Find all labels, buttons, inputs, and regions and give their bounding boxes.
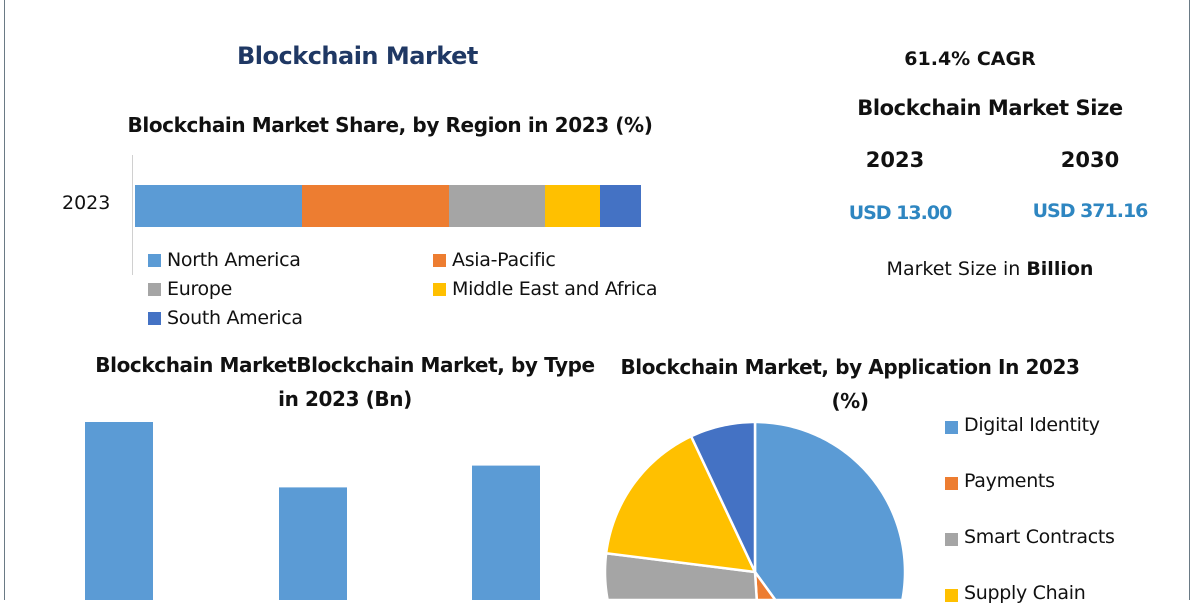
region-chart-title: Blockchain Market Share, by Region in 20… [127, 113, 653, 137]
legend-label: Asia-Pacific [452, 249, 556, 271]
region-axis-line [132, 155, 133, 275]
value-2023: USD 13.00 [848, 202, 953, 224]
pie-slice-smart-contracts [603, 551, 759, 600]
legend-swatch [945, 421, 958, 434]
legend-label: Smart Contracts [964, 526, 1115, 548]
application-legend: Digital Identity Payments Smart Contracts S… [945, 414, 1185, 604]
legend-item: Asia-Pacific [433, 249, 708, 271]
region-segment-middle-east-and-africa [544, 185, 601, 227]
region-segment-south-america [600, 185, 641, 227]
region-legend: North America Asia-Pacific Europe Middle Ea… [148, 249, 708, 329]
region-segment-north-america [135, 185, 302, 227]
legend-label: Payments [964, 470, 1055, 492]
legend-swatch [945, 589, 958, 602]
market-size-unit: Market Size in Billion [840, 258, 1140, 280]
region-segment-europe [448, 185, 545, 227]
unit-bold: Billion [1026, 258, 1094, 280]
cagr-text: 61.4% CAGR [904, 48, 1036, 70]
unit-prefix: Market Size in [886, 258, 1027, 280]
type-chart-title: Blockchain MarketBlockchain Market, by T… [95, 353, 595, 411]
legend-swatch [945, 477, 958, 490]
infographic-frame [4, 0, 1190, 600]
legend-label: South America [167, 307, 303, 329]
legend-label: Middle East and Africa [452, 278, 658, 300]
page-title: Blockchain Market [237, 42, 478, 70]
pie-slice-digital-identity [753, 420, 907, 600]
legend-label: North America [167, 249, 301, 271]
legend-label: Supply Chain [964, 582, 1086, 604]
market-size-title: Blockchain Market Size [857, 96, 1123, 120]
legend-item: South America [148, 307, 433, 329]
legend-swatch [433, 253, 446, 267]
legend-swatch [148, 282, 161, 296]
legend-swatch [148, 311, 161, 325]
legend-label: Europe [167, 278, 233, 300]
region-stacked-bar [135, 185, 641, 227]
region-category-label: 2023 [62, 192, 111, 214]
legend-item: Digital Identity [945, 414, 1185, 470]
year-2023-label: 2023 [865, 148, 925, 172]
application-chart-title: Blockchain Market, by Application In 202… [620, 355, 1080, 413]
legend-item: Supply Chain [945, 582, 1185, 604]
legend-swatch [433, 282, 446, 296]
pie-slice-supply-chain [604, 435, 757, 574]
legend-label: Digital Identity [964, 414, 1100, 436]
legend-swatch [945, 533, 958, 546]
legend-item: North America [148, 249, 433, 271]
type-bar-3 [472, 465, 540, 600]
type-bar-2 [279, 487, 347, 600]
legend-item: Payments [945, 470, 1185, 526]
pie-slice-5 [689, 420, 757, 574]
type-bar-1 [85, 422, 153, 600]
legend-swatch [148, 253, 161, 267]
value-2030: USD 371.16 [1032, 200, 1149, 222]
legend-item: Europe [148, 278, 433, 300]
legend-item: Middle East and Africa [433, 278, 708, 300]
region-segment-asia-pacific [301, 185, 449, 227]
legend-item: Smart Contracts [945, 526, 1185, 582]
year-2030-label: 2030 [1060, 148, 1120, 172]
